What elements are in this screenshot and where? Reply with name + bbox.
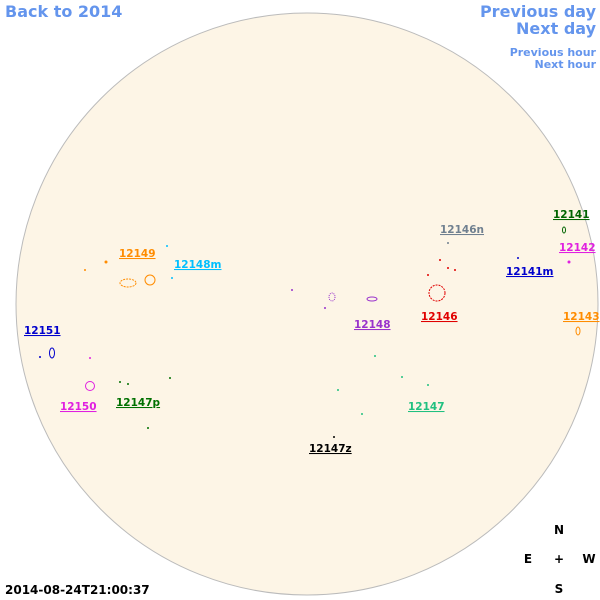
spot — [337, 389, 339, 391]
region-label[interactable]: 12146 — [421, 311, 458, 323]
spot — [119, 381, 121, 383]
spot — [366, 296, 378, 302]
compass-e: E — [524, 552, 532, 566]
region-label[interactable]: 12141m — [506, 266, 554, 278]
region-label[interactable]: 12148 — [354, 319, 391, 331]
region-label[interactable]: 12147 — [408, 401, 445, 413]
compass-center: + — [554, 552, 564, 566]
spot — [104, 260, 108, 264]
spot — [454, 269, 456, 271]
spot — [517, 257, 519, 259]
region-label[interactable]: 12150 — [60, 401, 97, 413]
spot — [447, 242, 449, 244]
back-link[interactable]: Back to 2014 — [5, 2, 122, 21]
spot — [328, 292, 336, 302]
spot — [147, 427, 149, 429]
spot — [85, 381, 95, 391]
spot — [84, 269, 86, 271]
spot — [575, 326, 581, 336]
timestamp: 2014-08-24T21:00:37 — [5, 583, 150, 597]
spot — [361, 413, 363, 415]
spot — [49, 347, 55, 359]
region-label[interactable]: 12143 — [563, 311, 600, 323]
spot — [447, 267, 449, 269]
region-label[interactable]: 12141 — [553, 209, 590, 221]
next-day-link[interactable]: Next day — [516, 19, 597, 38]
spot — [333, 436, 335, 438]
spot — [291, 289, 293, 291]
spot — [427, 274, 429, 276]
compass-n: N — [554, 523, 564, 537]
region-label[interactable]: 12149 — [119, 248, 156, 260]
spot — [374, 355, 376, 357]
spot — [166, 245, 168, 247]
spot — [144, 274, 156, 286]
spot — [324, 307, 326, 309]
spot — [428, 284, 446, 302]
spot — [39, 356, 41, 358]
region-label[interactable]: 12147p — [116, 397, 161, 409]
region-labels: 12141 12142 12143 12146n 12141m 12146 12148 121… — [24, 209, 600, 455]
spot — [562, 226, 566, 234]
region-label[interactable]: 12142 — [559, 242, 596, 254]
region-label[interactable]: 12148m — [174, 259, 222, 271]
solar-disk — [15, 12, 599, 596]
spot — [89, 357, 91, 359]
next-hour-link[interactable]: Next hour — [535, 58, 597, 71]
spot — [119, 278, 137, 288]
previous-hour-link[interactable]: Previous hour — [510, 46, 597, 59]
spot — [567, 260, 571, 264]
spot — [171, 277, 173, 279]
spot — [127, 383, 129, 385]
spots — [39, 226, 581, 438]
compass-s: S — [555, 582, 564, 596]
compass-w: W — [582, 552, 595, 566]
region-label[interactable]: 12151 — [24, 325, 61, 337]
spot — [169, 377, 171, 379]
spot — [427, 384, 429, 386]
previous-day-link[interactable]: Previous day — [480, 2, 597, 21]
region-label[interactable]: 12146n — [440, 224, 484, 236]
spot — [439, 259, 441, 261]
spot — [401, 376, 403, 378]
region-label[interactable]: 12147z — [309, 443, 352, 455]
